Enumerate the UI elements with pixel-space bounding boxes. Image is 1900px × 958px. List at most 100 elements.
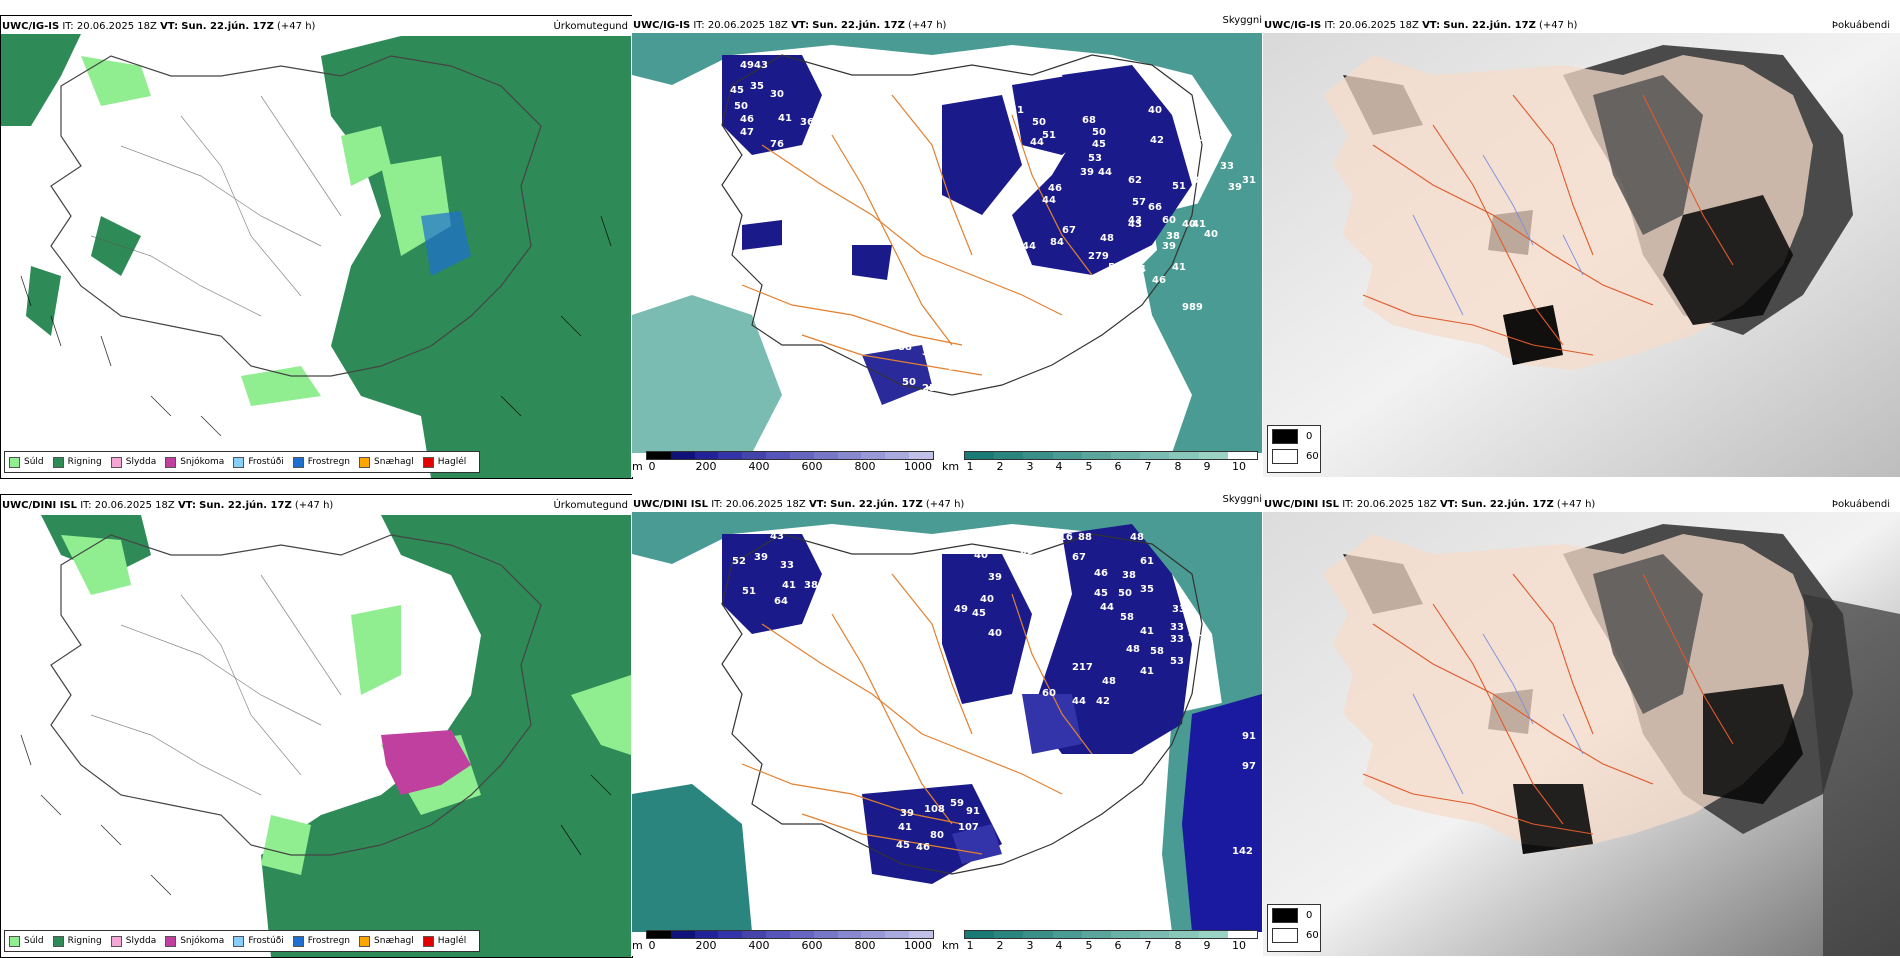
fog-map [1263,512,1900,956]
ceiling-value-label: 46 [916,842,930,853]
fog-panel-row1: UWC/IG-IS IT: 20.06.2025 18Z VT: Sun. 22… [1263,15,1900,477]
ceiling-value-label: 82 [992,792,1006,803]
ceiling-value-label: 33 [1170,634,1184,645]
panel-title: UWC/IG-IS IT: 20.06.2025 18Z VT: Sun. 22… [2,21,316,32]
legend-item-slydda: Slydda [110,456,156,468]
ceiling-value-label: 33 [780,560,794,571]
visibility-panel-row2: 43 52 39 33 51 41 38 64 40 39 63 40 49 45 68 100… [632,494,1262,956]
ceiling-value-label: 33 [1220,161,1234,172]
ceiling-value-label: 50 [1092,127,1106,138]
ceiling-value-label: 100 [1038,574,1059,585]
precip-type-panel-row2: UWC/DINI ISL IT: 20.06.2025 18Z VT: Sun.… [0,494,633,958]
ceiling-value-label: 279 [1088,251,1109,262]
ceiling-value-label: 516 [1052,532,1073,543]
ceiling-value-label: 91 [1242,731,1256,742]
panel-title: UWC/DINI ISL IT: 20.06.2025 18Z VT: Sun.… [2,500,334,511]
panel-type-label: Þokuábendi [1831,499,1890,510]
legend-item-frostregn: Frostregn [292,456,350,468]
ceiling-value-label: 41 [1140,666,1154,677]
ceiling-value-label: 53 [1088,153,1102,164]
ceiling-value-label: 40 [1148,105,1162,116]
ceiling-value-label: 108 [924,804,945,815]
legend-item-haglel: Haglél [422,456,466,468]
ceiling-value-label: 43 [1128,219,1142,230]
ceiling-value-label: 45 [1094,588,1108,599]
ceiling-value-label: 88 [898,342,912,353]
ceiling-value-label: 43 [1128,215,1142,226]
ceiling-value-label: 39 [1080,167,1094,178]
ceiling-value-label: 97 [1242,761,1256,772]
ceiling-colorbar: m 0 200 400 600 800 1000 [632,451,937,473]
legend-item-rigning: Rigning [52,456,102,468]
ceiling-value-label: 44 [1100,602,1114,613]
iceland-outline [50,534,542,856]
ceiling-value-label: 64 [774,596,788,607]
panel-type-label: Skyggni [1222,15,1262,26]
wind-barbs [20,215,612,437]
ceiling-value-label: 40 [980,594,994,605]
ceiling-value-label: 44 [1042,195,1056,206]
precip-legend: Súld Rigning Slydda Snjókoma Frostúði Fr… [4,930,481,952]
precip-type-panel-row1: UWC/IG-IS IT: 20.06.2025 18Z VT: Sun. 22… [0,15,633,479]
precip-map [20,515,631,957]
ceiling-value-label: 989 [948,362,969,373]
ceiling-value-label: 66 [1148,202,1162,213]
ceiling-value-label: 83 [896,781,910,792]
ceiling-value-label: 42 [1150,135,1164,146]
ceiling-value-label: 35 [750,81,764,92]
ceiling-value-label: 44 [1030,137,1044,148]
ceiling-value-label: 39 [988,572,1002,583]
ceiling-value-label: 67 [1062,225,1076,236]
fog-legend: 0 60 [1267,904,1321,952]
panel-title: UWC/DINI ISL IT: 20.06.2025 18Z VT: Sun.… [633,499,965,510]
ceiling-value-label: 41 [1140,626,1154,637]
iceland-outline [721,54,1203,396]
ceiling-value-label: 38 [1122,570,1136,581]
wind-barbs [20,734,612,896]
ceiling-value-label: 41 [1192,219,1206,230]
ceiling-value-label: 46 [1048,183,1062,194]
ceiling-value-label: 142 [1232,846,1253,857]
legend-item-snaehagl: Snæhagl [359,935,414,947]
visibility-colorbar: km 1 2 3 4 5 6 7 8 9 10 [942,930,1258,952]
ceiling-value-label: 44 [1098,167,1112,178]
legend-item-frostregn: Frostregn [292,935,350,947]
legend-item-haglel: Haglél [422,935,466,947]
legend-item-snaehagl: Snæhagl [359,456,414,468]
ceiling-value-label: 43 [754,60,768,71]
ceiling-value-label: 51 [1010,105,1024,116]
ceiling-value-label: 80 [930,830,944,841]
ceiling-value-label: 39 [1228,182,1242,193]
ceiling-value-label: 52 [732,556,746,567]
ceiling-value-label: 84 [1050,237,1064,248]
ceiling-value-label: 61 [1140,556,1154,567]
ceiling-value-label: 49 [954,604,968,615]
ceiling-value-label: 63 [1020,546,1034,557]
ceiling-value-label: 41 [898,822,912,833]
ceiling-value-label: 38 [804,580,818,591]
ceiling-value-label: 311 [872,726,893,737]
ceiling-value-label: 50 [1118,588,1132,599]
fog-map [1263,33,1900,477]
legend-item-sudl: Súld [9,456,44,468]
ceiling-value-label: 44 [1022,241,1036,252]
fog-legend: 0 60 [1267,425,1321,473]
ceiling-value-label: 31 [1188,628,1202,639]
ceiling-value-label: 58 [1040,628,1054,639]
ceiling-value-label: 36 [800,117,814,128]
ceiling-value-label: 46 [1094,568,1108,579]
ceiling-value-label: 76 [770,139,784,150]
ceiling-value-label: 51 [742,586,756,597]
panel-type-label: Skyggni [1222,494,1262,505]
ceiling-value-label: 56 [1028,672,1042,683]
ceiling-value-label: 50 [734,101,748,112]
precip-map [1,34,631,478]
ceiling-value-label: 45 [896,840,910,851]
ceiling-value-label: 59 [950,798,964,809]
ceiling-value-label: 50 [1032,117,1046,128]
ceiling-value-label: 217 [1072,662,1093,673]
ceiling-value-label: 48 [1126,644,1140,655]
ceiling-value-label: 40 [974,550,988,561]
ceiling-value-label: 989 [1182,302,1203,313]
